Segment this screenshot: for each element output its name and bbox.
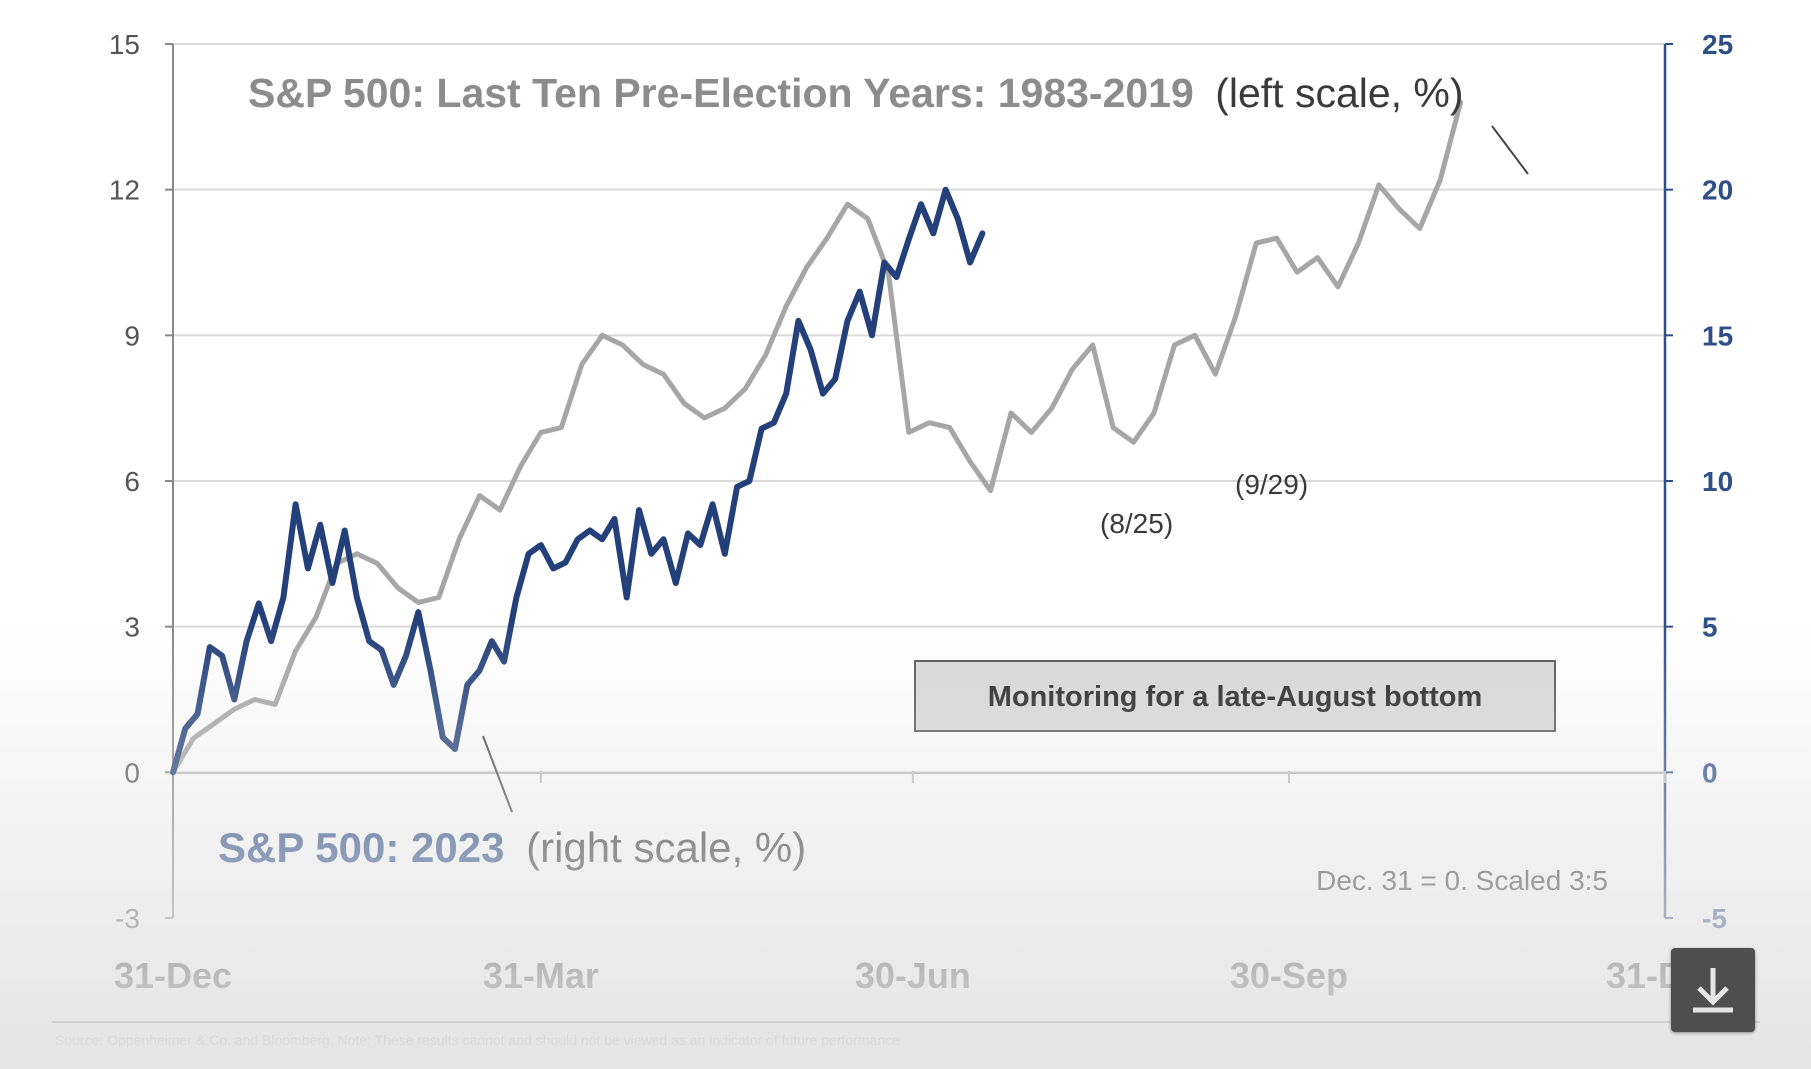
chart-title-suffix: (left scale, %) [1215, 70, 1463, 116]
right-tick-label: -5 [1702, 903, 1727, 934]
left-tick-label: 12 [109, 175, 140, 206]
title-pointer-line [1491, 125, 1529, 175]
right-tick-label: 25 [1702, 29, 1733, 60]
series-layer [170, 99, 1464, 776]
left-tick-label: -3 [115, 903, 140, 934]
chart-title-main: S&P 500: Last Ten Pre-Election Years: 19… [248, 70, 1194, 116]
download-button[interactable] [1671, 948, 1755, 1032]
monitoring-box-text: Monitoring for a late-August bottom [988, 681, 1483, 713]
chart-title: S&P 500: Last Ten Pre-Election Years: 19… [248, 70, 1464, 116]
scale-note: Dec. 31 = 0. Scaled 3:5 [1316, 865, 1608, 896]
callout-sep: (9/29) [1235, 469, 1308, 500]
right-tick-label: 0 [1702, 757, 1718, 788]
right-tick-label: 15 [1702, 320, 1733, 351]
left-tick-label: 6 [124, 466, 140, 497]
series-pre-election-line [170, 99, 1464, 775]
left-tick-label: 15 [109, 29, 140, 60]
series-2023-line [170, 186, 986, 776]
left-tick-label: 3 [124, 612, 140, 643]
left-tick-label: 0 [124, 757, 140, 788]
x-tick-label: 31-Mar [483, 955, 599, 996]
series2-label: S&P 500: 2023 (right scale, %) [218, 824, 806, 871]
series2-label-rest: (right scale, %) [526, 824, 806, 871]
right-tick-label: 10 [1702, 466, 1733, 497]
x-tick-label: 30-Sep [1230, 955, 1348, 996]
right-tick-label: 20 [1702, 175, 1733, 206]
download-icon [1693, 968, 1733, 1013]
series2-label-bold: S&P 500: 2023 [218, 824, 504, 871]
left-tick-label: 9 [124, 320, 140, 351]
right-tick-label: 5 [1702, 612, 1718, 643]
source-note: Source: Oppenheimer & Co. and Bloomberg.… [55, 1032, 900, 1048]
callout-aug: (8/25) [1100, 508, 1173, 539]
x-tick-label: 31-Dec [114, 955, 232, 996]
x-tick-label: 30-Jun [855, 955, 971, 996]
